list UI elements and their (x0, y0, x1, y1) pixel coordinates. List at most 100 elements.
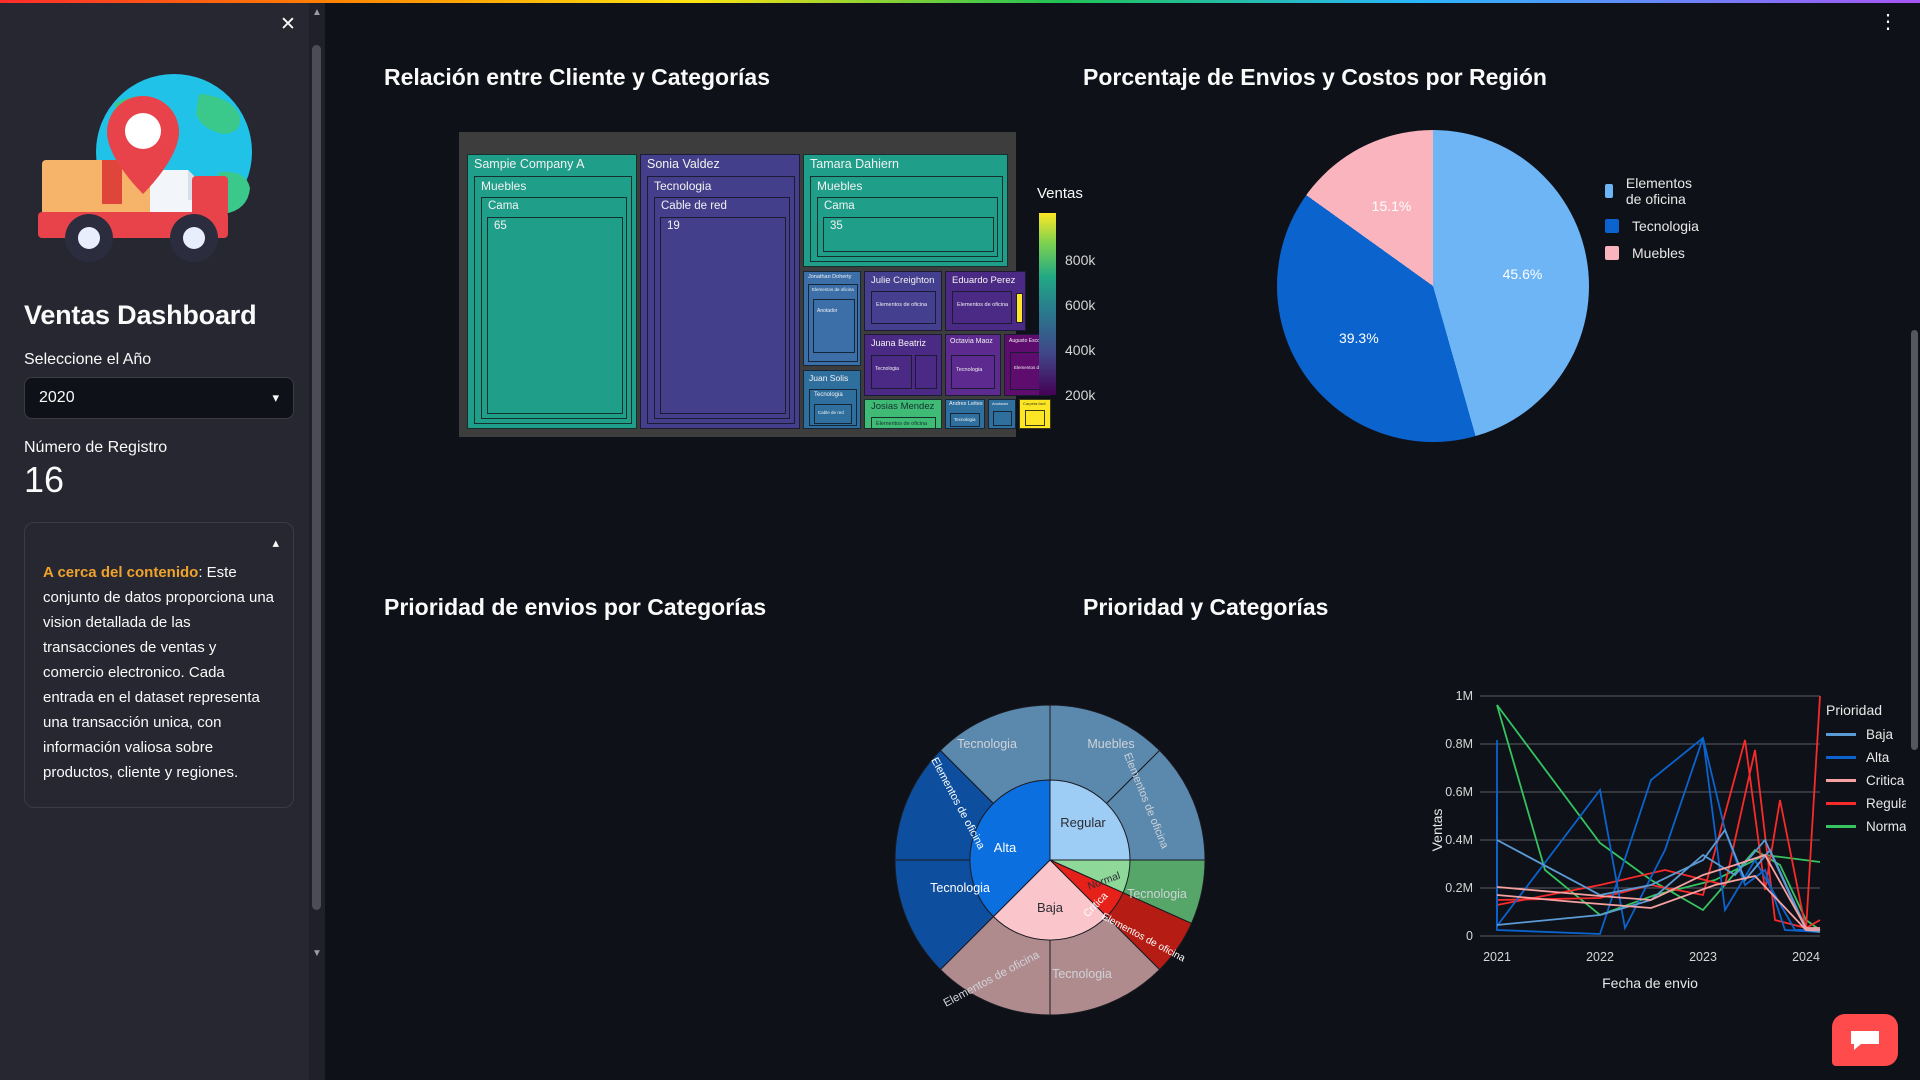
treemap-node[interactable]: Jonathan Doherty Elementos de oficina An… (803, 271, 861, 366)
series-alta[interactable] (1496, 736, 1821, 935)
legend-item[interactable]: Critica (1826, 773, 1913, 788)
treemap-node[interactable]: Octavia Maoz Tecnologia (945, 334, 1001, 396)
treemap-node[interactable]: Andres Leites Tecnologia (945, 399, 985, 429)
series-critica[interactable] (1496, 853, 1820, 929)
scroll-down-arrow-icon[interactable]: ▼ (312, 948, 322, 959)
pie-canvas[interactable] (1277, 130, 1589, 442)
sunburst-inner-label: Alta (994, 840, 1017, 855)
treemap-node[interactable]: Cama 35 (817, 197, 998, 257)
legend-item[interactable]: Muebles (1605, 245, 1699, 261)
treemap-chart[interactable]: Sampie Company A Muebles Cama 65 Sonia V… (459, 132, 1051, 437)
sunburst-inner-slice[interactable] (969, 779, 1051, 918)
treemap-node[interactable]: Juan Solis Tecnologia Cable de red (803, 370, 861, 429)
pie-chart[interactable]: 45.6% 39.3% 15.1% Elementos de oficina T… (1180, 120, 1699, 460)
x-axis-title: Fecha de envio (1602, 975, 1698, 991)
treemap-node[interactable]: Tamara Dahiern Muebles Cama 35 (803, 154, 1008, 267)
treemap-node[interactable]: Tecnologia (951, 355, 995, 389)
treemap-node[interactable]: Anotador (813, 299, 855, 353)
legend-item[interactable]: Alta (1826, 750, 1913, 765)
series-alta[interactable] (1496, 737, 1820, 931)
legend-item[interactable]: Normal (1826, 819, 1913, 834)
close-icon[interactable]: ✕ (280, 14, 296, 35)
treemap-node[interactable]: 19 (660, 217, 786, 414)
treemap-node-label: Elementos de oficina (876, 302, 928, 308)
line-canvas[interactable]: 1M 0.8M 0.6M 0.4M 0.2M 0 2021 2022 2023 … (1425, 680, 1920, 1060)
treemap-node[interactable]: Sonia Valdez Tecnologia Cable de red 19 (640, 154, 800, 429)
treemap-node[interactable]: Muebles Cama 35 (810, 176, 1003, 262)
about-body: : Este conjunto de datos proporciona una… (43, 564, 275, 781)
treemap-colorbar: Ventas 200k 400k 600k 800k (1037, 185, 1157, 405)
treemap-node-label: Augusto Escobar (1009, 338, 1048, 344)
legend-item[interactable]: Baja (1826, 727, 1913, 742)
treemap-node-label: Cama (824, 200, 855, 212)
legend-item[interactable]: Regular (1826, 796, 1913, 811)
dashboard-title: Ventas Dashboard (24, 300, 257, 330)
about-expander[interactable]: ▴ A cerca del contenido: Este conjunto d… (24, 522, 294, 809)
legend-label: Normal (1866, 819, 1910, 834)
treemap-node[interactable]: Cable de red 19 (654, 197, 790, 419)
treemap-node-label: Juan Solis (809, 373, 849, 383)
treemap-node-label: Octavia Maoz (950, 338, 993, 345)
x-tick-label: 2022 (1586, 950, 1614, 964)
treemap-node[interactable]: Muebles Cama 65 (474, 176, 632, 424)
y-tick-label: 0 (1466, 929, 1473, 943)
treemap-node[interactable]: Juana Beatriz Tecnologia (864, 334, 942, 396)
page-scrollbar[interactable] (1906, 0, 1920, 1080)
treemap-node-label: Jonathan Doherty (808, 274, 852, 280)
sunburst-inner-slice[interactable] (1049, 779, 1131, 861)
treemap-node[interactable]: Tecnologia Cable de red (809, 389, 857, 426)
treemap-node[interactable]: Josias Mendez Elementos de oficina (864, 399, 942, 429)
treemap-node[interactable]: Julie Creighton Elementos de oficina (864, 271, 942, 331)
treemap-node[interactable]: Anotador (988, 399, 1016, 429)
treemap-node-label: Tecnologia (954, 417, 976, 422)
legend-item[interactable]: Elementos de oficina (1605, 175, 1699, 207)
treemap-node[interactable] (1016, 293, 1023, 323)
treemap-node[interactable]: 35 (823, 217, 994, 252)
treemap-node-label: Julie Creighton (871, 275, 935, 286)
treemap-node[interactable]: Tecnologia (871, 355, 912, 389)
treemap-node[interactable]: 65 (487, 217, 623, 414)
series-regular[interactable] (1496, 749, 1821, 929)
sidebar-scroll-thumb[interactable] (312, 45, 321, 910)
treemap-node[interactable]: Tecnologia Cable de red 19 (647, 176, 795, 424)
legend-swatch (1605, 246, 1619, 260)
treemap-node[interactable]: Tecnologia (950, 413, 980, 427)
treemap-node[interactable]: Elementos de oficina (871, 417, 936, 428)
legend-item[interactable]: Tecnologia (1605, 218, 1699, 234)
colorbar-tick: 800k (1065, 252, 1096, 268)
sidebar-scrollbar[interactable]: ▲ ▼ (309, 0, 325, 1080)
line-chart[interactable]: 1M 0.8M 0.6M 0.4M 0.2M 0 2021 2022 2023 … (1425, 680, 1920, 1060)
treemap-node[interactable]: Eduardo Perez Elementos de oficina (945, 271, 1026, 331)
sidebar-content: Ventas Dashboard Seleccione el Año 2020 … (0, 0, 310, 1080)
chevron-up-icon[interactable]: ▴ (272, 535, 279, 551)
treemap-node[interactable] (915, 355, 937, 389)
treemap-node[interactable] (1025, 410, 1045, 426)
sunburst-canvas[interactable]: Regular Normal Critica Baja Alta Muebles… (890, 680, 1300, 1040)
treemap-node-label: Tecnologia (654, 179, 712, 193)
truck-globe-svg (38, 74, 252, 262)
series-baja[interactable] (1496, 828, 1821, 931)
treemap-node-label: Elementos de oficina (812, 287, 854, 292)
treemap-node[interactable]: Elementos de oficina (871, 291, 936, 324)
treemap-node[interactable]: Carpeta facil (1019, 399, 1051, 429)
chat-bubble-icon[interactable] (1832, 1014, 1898, 1066)
treemap-node-label: Cama (488, 200, 519, 212)
page-scroll-thumb[interactable] (1911, 330, 1918, 750)
more-vertical-icon[interactable]: ⋮ (1878, 11, 1898, 33)
treemap-node[interactable]: Cable de red (814, 404, 852, 424)
treemap-node[interactable]: Cama 65 (481, 197, 627, 419)
x-tick-label: 2024 (1792, 950, 1820, 964)
treemap-node-value: 35 (830, 220, 843, 232)
treemap-node[interactable]: Elementos de oficina (952, 291, 1012, 324)
year-select[interactable]: 2020 ▾ (24, 377, 294, 419)
sunburst-chart[interactable]: Regular Normal Critica Baja Alta Muebles… (890, 680, 1300, 1040)
scroll-up-arrow-icon[interactable]: ▲ (312, 7, 322, 18)
treemap-node-label: Sampie Company A (474, 157, 585, 171)
treemap-node-value: 19 (667, 220, 680, 232)
sunburst-inner-slice[interactable] (992, 859, 1108, 941)
treemap-node[interactable] (993, 411, 1012, 426)
treemap-node[interactable]: Sampie Company A Muebles Cama 65 (467, 154, 637, 429)
treemap-node[interactable]: Elementos de oficina Anotador (808, 284, 858, 362)
sunburst-outer-label: Tecnologia (1127, 887, 1187, 901)
series-critica[interactable] (1496, 875, 1820, 931)
